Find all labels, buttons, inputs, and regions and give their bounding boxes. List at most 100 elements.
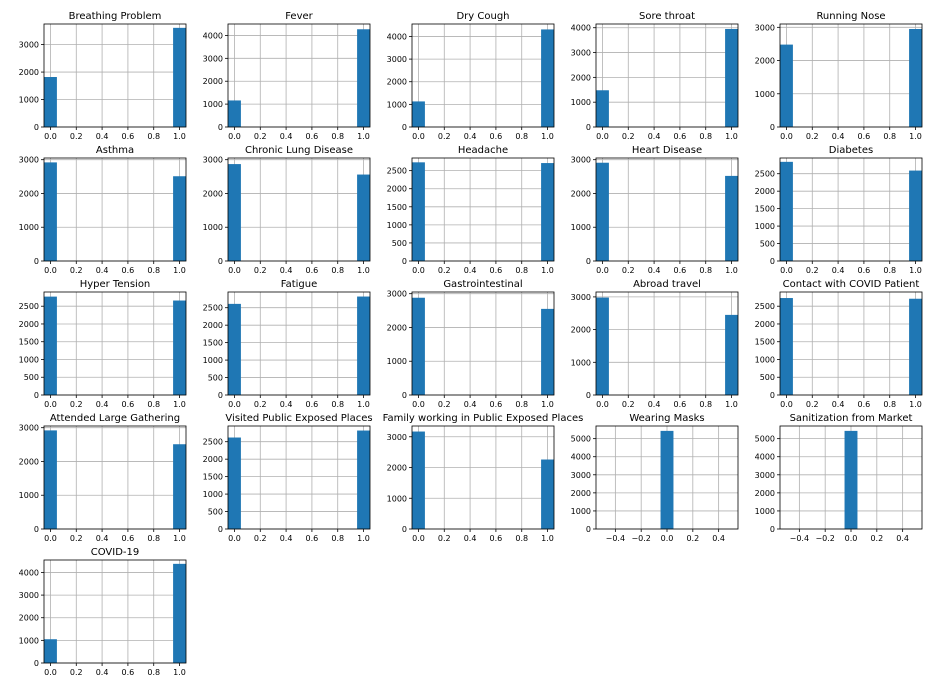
x-tick-label: 0.0 xyxy=(44,400,57,409)
y-tick-label: 2000 xyxy=(387,185,407,194)
x-tick-label: 0.4 xyxy=(280,132,293,141)
y-tick-label: 0 xyxy=(770,257,775,266)
x-tick-label: 0.0 xyxy=(780,400,793,409)
x-tick-label: 0.8 xyxy=(147,534,160,543)
x-tick-label: 0.4 xyxy=(96,668,109,677)
x-tick-label: 0.0 xyxy=(596,400,609,409)
panel-title: COVID-19 xyxy=(91,547,140,558)
histogram-bar xyxy=(228,164,241,261)
y-tick-label: 1000 xyxy=(19,355,39,364)
histogram-panel: 0.0 0.2 0.4 0.6 0.8 1.0 0 1000 2000 3000 Attended … xyxy=(19,413,187,543)
histogram-bar xyxy=(541,308,554,395)
histogram-bar xyxy=(228,303,241,395)
y-tick-label: 500 xyxy=(760,373,775,382)
histogram-bar xyxy=(357,430,370,529)
y-tick-label: 1000 xyxy=(203,490,223,499)
x-tick-label: 1.0 xyxy=(725,266,738,275)
x-tick-label: −0.4 xyxy=(790,534,809,543)
y-tick-label: 1500 xyxy=(755,205,775,214)
histogram-bar xyxy=(660,430,674,529)
x-tick-label: 1.0 xyxy=(725,400,738,409)
x-tick-label: 0.4 xyxy=(464,132,477,141)
y-tick-label: 3000 xyxy=(19,41,39,50)
y-tick-label: 1000 xyxy=(19,636,39,645)
x-tick-label: 1.0 xyxy=(173,132,186,141)
y-tick-label: 0 xyxy=(34,659,39,668)
panel-title: Sanitization from Market xyxy=(790,413,913,424)
x-tick-label: 0.0 xyxy=(780,132,793,141)
y-tick-label: 2500 xyxy=(755,302,775,311)
x-tick-label: 0.8 xyxy=(147,668,160,677)
y-tick-label: 2000 xyxy=(571,73,591,82)
histogram-bar xyxy=(909,298,922,395)
y-tick-label: 4000 xyxy=(19,568,39,577)
y-tick-label: 0 xyxy=(402,525,407,534)
x-tick-label: 0.2 xyxy=(622,400,635,409)
histogram-bar xyxy=(596,90,609,127)
x-tick-label: 0.8 xyxy=(515,132,528,141)
y-tick-label: 4000 xyxy=(387,32,407,41)
panel-title: Chronic Lung Disease xyxy=(245,145,353,156)
y-tick-label: 1000 xyxy=(571,507,591,516)
y-tick-label: 0 xyxy=(34,257,39,266)
x-tick-label: 0.4 xyxy=(712,534,725,543)
x-tick-label: 0.0 xyxy=(845,534,858,543)
y-tick-label: 2000 xyxy=(19,68,39,77)
plot-frame xyxy=(43,157,187,262)
plot-frame xyxy=(411,23,555,128)
y-tick-label: 3000 xyxy=(387,433,407,442)
histogram-bar xyxy=(173,444,186,529)
histogram-panel: 0.0 0.2 0.4 0.6 0.8 1.0 0 1000 2000 3000 4000 Dry C… xyxy=(387,11,555,141)
x-tick-label: 0.8 xyxy=(699,132,712,141)
y-tick-label: 2000 xyxy=(755,57,775,66)
histogram-bar xyxy=(228,100,241,127)
x-tick-label: 0.8 xyxy=(147,132,160,141)
histogram-panel: 0.0 0.2 0.4 0.6 0.8 1.0 0 500 1000 1500 2000 2500 Fa… xyxy=(203,279,371,409)
x-tick-label: 0.6 xyxy=(306,534,319,543)
histogram-panel: 0.0 0.2 0.4 0.6 0.8 1.0 0 500 1000 1500 2000 2500 Co… xyxy=(755,279,923,409)
plot-frame xyxy=(595,291,739,396)
y-tick-label: 1000 xyxy=(19,491,39,500)
panel-title: Family working in Public Exposed Places xyxy=(383,413,584,424)
plot-frame xyxy=(43,291,187,396)
y-tick-label: 1000 xyxy=(203,223,223,232)
y-tick-label: 2000 xyxy=(19,320,39,329)
x-tick-label: 0.0 xyxy=(412,400,425,409)
y-tick-label: 0 xyxy=(34,123,39,132)
x-tick-label: 0.4 xyxy=(832,132,845,141)
y-tick-label: 1000 xyxy=(755,507,775,516)
panel-title: Visited Public Exposed Places xyxy=(225,413,372,424)
y-tick-label: 2000 xyxy=(19,614,39,623)
y-tick-label: 2500 xyxy=(19,302,39,311)
histogram-bar xyxy=(173,176,186,261)
x-tick-label: 0.4 xyxy=(464,400,477,409)
histogram-bar xyxy=(412,162,425,261)
y-tick-label: 1000 xyxy=(387,221,407,230)
histogram-panel: 0.0 0.2 0.4 0.6 0.8 1.0 0 500 1000 1500 2000 2500 Vi… xyxy=(203,413,373,543)
plot-frame xyxy=(779,23,923,128)
plot-frame xyxy=(43,425,187,530)
x-tick-label: 0.4 xyxy=(832,266,845,275)
y-tick-label: 2000 xyxy=(755,489,775,498)
y-tick-label: 0 xyxy=(218,525,223,534)
histogram-panel: −0.4 −0.2 0.0 0.2 0.4 0 1000 2000 3000 4000 5000 Sa… xyxy=(755,413,923,543)
y-tick-label: 3000 xyxy=(571,293,591,302)
y-tick-label: 1000 xyxy=(387,100,407,109)
x-tick-label: 0.4 xyxy=(648,266,661,275)
x-tick-label: 1.0 xyxy=(357,534,370,543)
x-tick-label: −0.2 xyxy=(631,534,650,543)
x-tick-label: 0.6 xyxy=(122,400,135,409)
x-tick-label: 0.6 xyxy=(674,266,687,275)
x-tick-label: 1.0 xyxy=(173,668,186,677)
x-tick-label: 1.0 xyxy=(909,266,922,275)
x-tick-label: 0.4 xyxy=(280,400,293,409)
x-tick-label: 0.6 xyxy=(490,132,503,141)
plot-frame xyxy=(411,291,555,396)
y-tick-label: 2000 xyxy=(571,189,591,198)
y-tick-label: 2500 xyxy=(203,304,223,313)
y-tick-label: 0 xyxy=(586,123,591,132)
y-tick-label: 0 xyxy=(218,123,223,132)
panel-title: Running Nose xyxy=(816,11,885,22)
histogram-bar xyxy=(780,298,793,395)
x-tick-label: 0.0 xyxy=(228,534,241,543)
